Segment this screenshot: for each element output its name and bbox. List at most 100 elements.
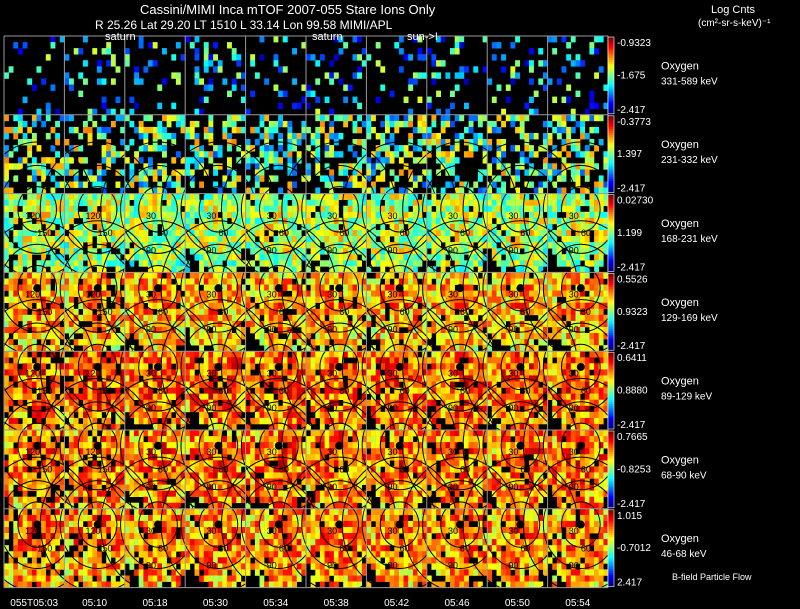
heatmap-cell — [157, 278, 163, 285]
heatmap-cell — [454, 133, 460, 140]
heatmap-cell — [222, 393, 228, 400]
heatmap-cell — [110, 230, 116, 237]
heatmap-cell — [203, 399, 209, 407]
heatmap-cell — [138, 351, 144, 358]
heatmap-cell — [138, 145, 144, 152]
heatmap-cell — [78, 314, 84, 322]
heatmap-cell — [491, 205, 497, 213]
heatmap-cell — [352, 333, 358, 340]
heatmap-cell — [83, 236, 88, 243]
heatmap-cell — [208, 60, 214, 67]
heatmap-cell — [389, 308, 395, 316]
heatmap-cell — [436, 230, 441, 237]
heatmap-cell — [36, 236, 42, 243]
heatmap-cell — [87, 223, 93, 231]
heatmap-cell — [282, 211, 288, 219]
heatmap-cell — [301, 199, 307, 207]
heatmap-cell — [250, 284, 256, 291]
heatmap-cell — [561, 308, 567, 316]
heatmap-cell — [27, 205, 33, 213]
heatmap-cell — [273, 272, 279, 279]
heatmap-cell — [566, 126, 572, 134]
heatmap-cell — [594, 327, 599, 334]
heatmap-cell — [533, 230, 539, 237]
heatmap-cell — [17, 393, 23, 400]
heatmap-cell — [398, 320, 404, 328]
heatmap-cell — [250, 405, 256, 413]
heatmap-cell — [166, 351, 172, 358]
pitch-angle-contour — [17, 264, 58, 312]
heatmap-cell — [324, 217, 330, 225]
heatmap-cell — [306, 236, 311, 243]
heatmap-cell — [477, 260, 483, 267]
heatmap-cell — [189, 199, 195, 207]
heatmap-cell — [440, 60, 446, 67]
heatmap-cell — [236, 320, 242, 328]
heatmap-cell — [106, 151, 112, 158]
heatmap-cell — [329, 108, 335, 116]
heatmap-cell — [41, 266, 47, 273]
heatmap-cell — [162, 133, 167, 140]
heatmap-cell — [17, 308, 23, 316]
heatmap-cell — [180, 363, 186, 370]
heatmap-cell — [31, 133, 37, 140]
heatmap-cell — [482, 169, 488, 176]
heatmap-cell — [162, 78, 167, 85]
heatmap-cell — [13, 230, 19, 237]
pitch-angle-contour — [198, 186, 239, 233]
heatmap-cell — [166, 290, 172, 297]
heatmap-cell — [380, 139, 386, 146]
heatmap-cell — [222, 399, 228, 407]
heatmap-cell — [301, 248, 307, 255]
heatmap-cell — [87, 423, 93, 431]
heatmap-cell — [324, 139, 330, 146]
heatmap-cell — [524, 193, 530, 200]
heatmap-cell — [380, 211, 386, 219]
heatmap-cell — [259, 193, 265, 200]
heatmap-cell — [524, 333, 530, 340]
heatmap-cell — [92, 387, 98, 394]
heatmap-cell — [408, 296, 414, 303]
heatmap-cell — [556, 302, 562, 310]
heatmap-cell — [92, 327, 98, 334]
heatmap-cell — [8, 387, 14, 394]
heatmap-cell — [505, 260, 511, 267]
heatmap-cell — [50, 175, 56, 182]
heatmap-cell — [278, 66, 283, 73]
heatmap-cell — [129, 357, 135, 364]
heatmap-cell — [92, 411, 98, 419]
heatmap-cell — [213, 345, 218, 352]
heatmap-cell — [398, 187, 404, 194]
heatmap-cell — [380, 254, 386, 261]
heatmap-cell — [278, 163, 283, 170]
heatmap-cell — [78, 260, 84, 267]
heatmap-cell — [31, 223, 37, 231]
heatmap-cell — [143, 278, 149, 285]
heatmap-cell — [403, 248, 409, 255]
heatmap-cell — [459, 272, 465, 279]
heatmap-cell — [273, 411, 279, 419]
heatmap-cell — [189, 181, 195, 188]
heatmap-cell — [464, 205, 469, 213]
heatmap-cell — [36, 369, 42, 376]
heatmap-cell — [389, 345, 395, 352]
heatmap-cell — [148, 260, 153, 267]
heatmap-cell — [389, 266, 395, 273]
heatmap-cell — [129, 223, 135, 231]
heatmap-cell — [468, 211, 474, 219]
heatmap-cell — [120, 351, 126, 358]
heatmap-cell — [556, 169, 562, 176]
heatmap-cell — [436, 327, 441, 334]
heatmap-cell — [245, 230, 251, 237]
heatmap-cell — [17, 120, 23, 128]
heatmap-cell — [515, 302, 520, 310]
heatmap-cell — [134, 211, 139, 219]
contour-label: 90 — [146, 245, 156, 255]
heatmap-cell — [143, 399, 149, 407]
heatmap-cell — [482, 187, 488, 194]
heatmap-cell — [556, 187, 562, 194]
heatmap-cell — [361, 60, 367, 67]
heatmap-cell — [482, 139, 488, 146]
heatmap-cell — [464, 302, 469, 310]
heatmap-cell — [282, 351, 288, 358]
